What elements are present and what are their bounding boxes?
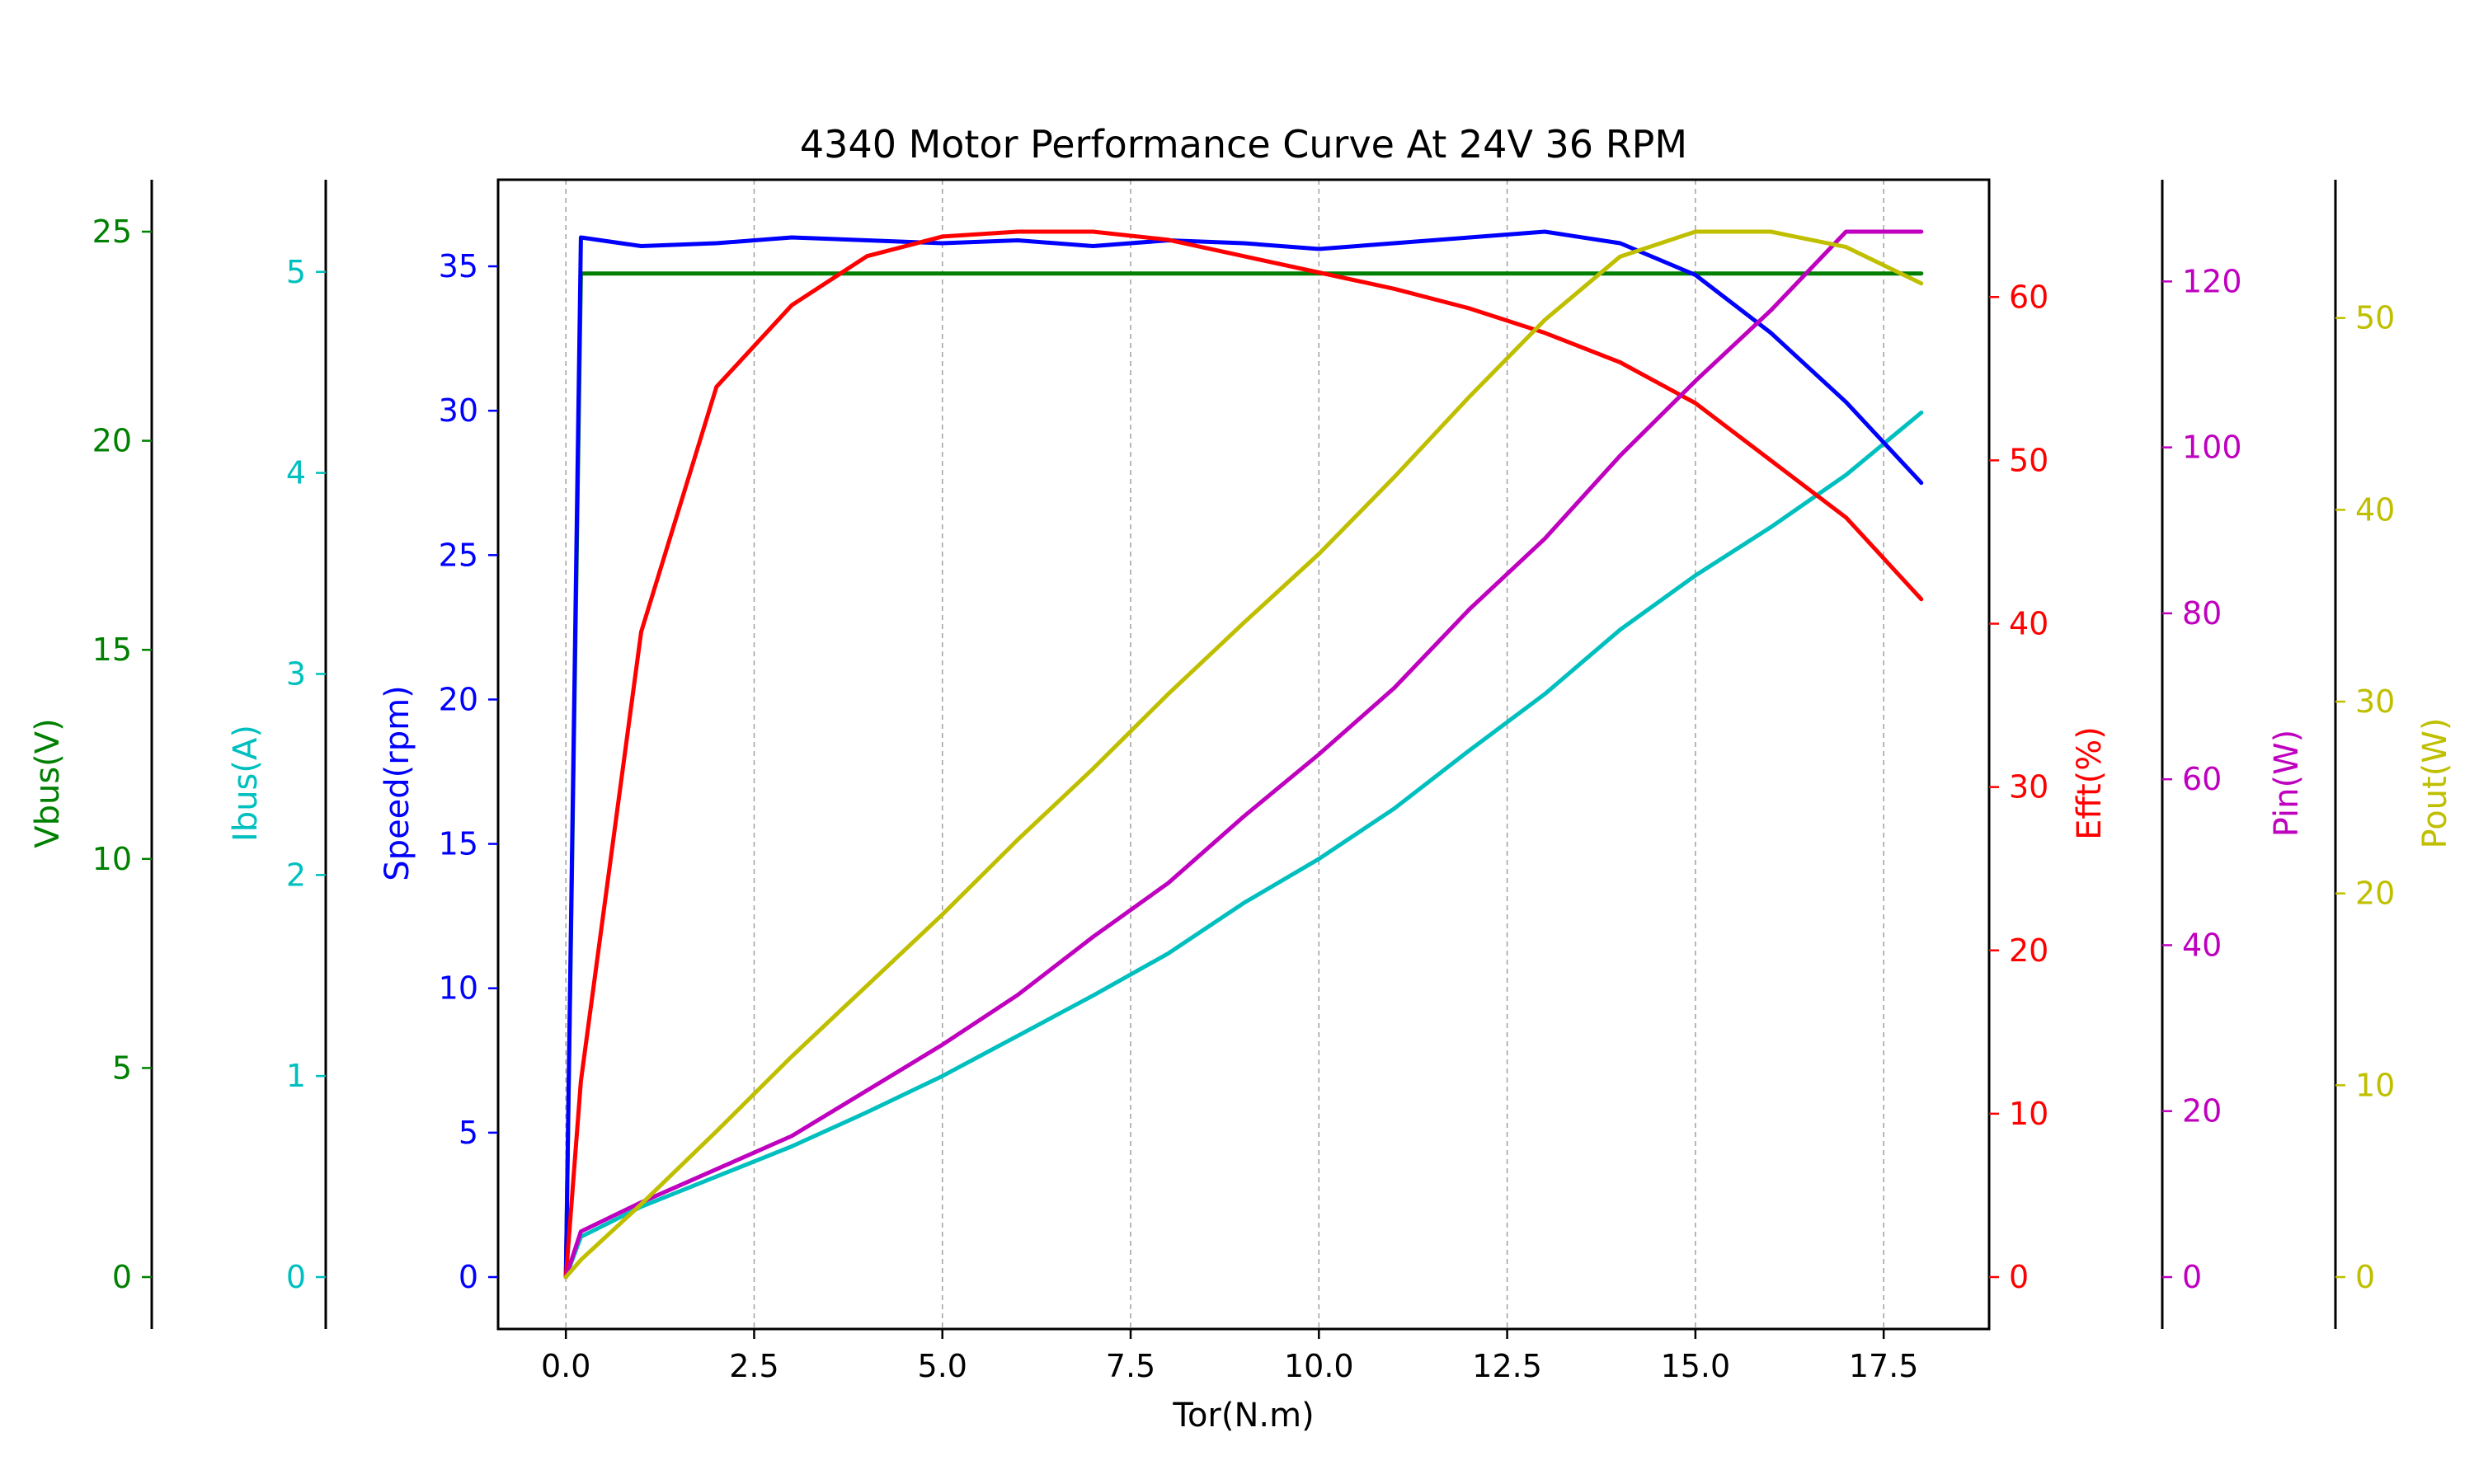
- efft-tick-label: 40: [2009, 606, 2048, 642]
- ibus-tick-label: 4: [286, 455, 306, 491]
- pin-tick-label: 0: [2182, 1259, 2202, 1295]
- pout-tick-label: 30: [2355, 683, 2395, 720]
- efft-tick-label: 30: [2009, 769, 2048, 805]
- vbus-tick-label: 0: [112, 1259, 132, 1295]
- ibus-tick-label: 1: [286, 1058, 306, 1094]
- speed-tick-label: 30: [439, 392, 478, 429]
- x-tick-label: 15.0: [1661, 1348, 1731, 1384]
- speed-axis-label: Speed(rpm): [379, 685, 416, 881]
- pout-tick-label: 50: [2355, 300, 2395, 336]
- x-tick-label: 0.0: [541, 1348, 590, 1384]
- series-lines: [563, 229, 1924, 1280]
- pout-tick-label: 40: [2355, 491, 2395, 528]
- pin-tick-label: 20: [2182, 1093, 2222, 1129]
- ibus-tick-label: 3: [286, 655, 306, 692]
- ibus-tick-label: 2: [286, 857, 306, 893]
- axes: 0.0 2.5 5.0 7.5 10.0 12.5 15.0 17.50510152025Vb…: [29, 180, 2454, 1384]
- chart-title: 4340 Motor Performance Curve At 24V 36 R…: [800, 122, 1687, 167]
- x-axis-label: Tor(N.m): [1172, 1397, 1314, 1435]
- ibus-series-line: [563, 411, 1924, 1280]
- ibus-tick-label: 5: [286, 254, 306, 290]
- pin-series-line: [563, 229, 1924, 1280]
- efft-axis-label: Efft(%): [2071, 726, 2109, 840]
- pin-tick-label: 100: [2182, 430, 2242, 466]
- speed-tick-label: 20: [439, 681, 478, 717]
- efft-tick-label: 0: [2009, 1259, 2029, 1295]
- vbus-tick-label: 25: [92, 214, 132, 250]
- speed-tick-label: 5: [459, 1115, 478, 1151]
- x-tick-label: 17.5: [1849, 1348, 1919, 1384]
- vbus-series-line: [563, 271, 1924, 1280]
- plot-frame: [496, 178, 1991, 1331]
- efft-tick-label: 50: [2009, 442, 2048, 478]
- vbus-tick-label: 15: [92, 632, 132, 668]
- pout-series-line: [563, 229, 1924, 1280]
- x-tick-label: 2.5: [729, 1348, 778, 1384]
- efft-tick-label: 20: [2009, 932, 2048, 969]
- ibus-axis-label: Ibus(A): [227, 725, 265, 842]
- speed-tick-label: 10: [439, 970, 478, 1007]
- pout-tick-label: 10: [2355, 1067, 2395, 1103]
- vbus-tick-label: 5: [112, 1050, 132, 1086]
- pin-tick-label: 120: [2182, 263, 2242, 299]
- pout-tick-label: 20: [2355, 876, 2395, 912]
- vbus-axis-label: Vbus(V): [29, 718, 67, 848]
- efft-series-line: [563, 229, 1924, 1280]
- efft-tick-label: 60: [2009, 279, 2048, 315]
- speed-tick-label: 25: [439, 537, 478, 573]
- x-tick-label: 5.0: [918, 1348, 967, 1384]
- x-tick-label: 7.5: [1106, 1348, 1155, 1384]
- efft-tick-label: 10: [2009, 1096, 2048, 1132]
- pin-axis-label: Pin(W): [2268, 730, 2306, 837]
- ibus-tick-label: 0: [286, 1259, 306, 1295]
- speed-tick-label: 0: [459, 1259, 478, 1295]
- pout-axis-label: Pout(W): [2416, 718, 2454, 849]
- speed-series-line: [563, 229, 1924, 1280]
- x-tick-label: 10.0: [1284, 1348, 1354, 1384]
- vbus-tick-label: 20: [92, 423, 132, 459]
- pin-tick-label: 80: [2182, 595, 2222, 632]
- x-tick-label: 12.5: [1472, 1348, 1542, 1384]
- pin-tick-label: 60: [2182, 761, 2222, 797]
- pin-tick-label: 40: [2182, 927, 2222, 963]
- speed-tick-label: 15: [439, 826, 478, 862]
- vbus-tick-label: 10: [92, 841, 132, 877]
- speed-tick-label: 35: [439, 248, 478, 284]
- pout-tick-label: 0: [2355, 1259, 2375, 1295]
